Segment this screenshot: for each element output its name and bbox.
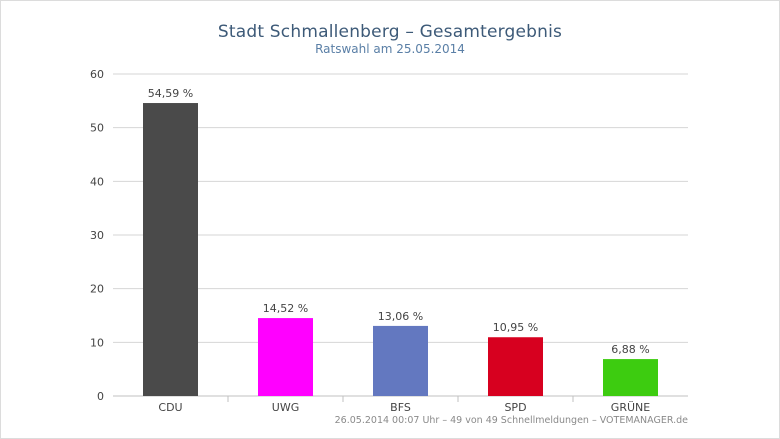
bar-uwg [258,318,313,396]
data-label-cdu: 54,59 % [148,87,193,100]
gridlines [113,73,688,397]
bars [143,103,658,397]
x-tick-label: BFS [390,401,411,414]
data-label-bfs: 13,06 % [378,310,423,323]
y-tick-label: 30 [90,229,104,242]
y-tick-label: 40 [90,175,104,188]
y-axis: 0 10 20 30 40 50 60 [90,68,104,403]
x-axis: CDU UWG BFS SPD GRÜNE [158,396,650,414]
y-tick-label: 20 [90,283,104,296]
x-tick-label: SPD [504,401,526,414]
chart-title: Stadt Schmallenberg – Gesamtergebnis [217,22,563,42]
bar-grüne [603,359,658,396]
bar-bfs [373,325,428,396]
x-tick-label: CDU [158,401,182,414]
chart-subtitle: Ratswahl am 25.05.2014 [315,42,465,56]
data-label-grüne: 6,88 % [611,343,649,356]
data-label-spd: 10,95 % [493,321,538,334]
bar-cdu [143,103,198,397]
chart-footer: 26.05.2014 00:07 Uhr – 49 von 49 Schnell… [334,415,688,426]
bar-spd [488,337,543,396]
y-tick-label: 0 [97,390,104,403]
data-label-uwg: 14,52 % [263,302,308,315]
x-tick-label: GRÜNE [611,401,650,414]
y-tick-label: 10 [90,336,104,349]
y-tick-label: 60 [90,68,104,81]
x-tick-label: UWG [272,401,299,414]
data-labels: 54,59 % 14,52 % 13,06 % 10,95 % 6,88 % [148,87,650,356]
y-tick-label: 50 [90,122,104,135]
